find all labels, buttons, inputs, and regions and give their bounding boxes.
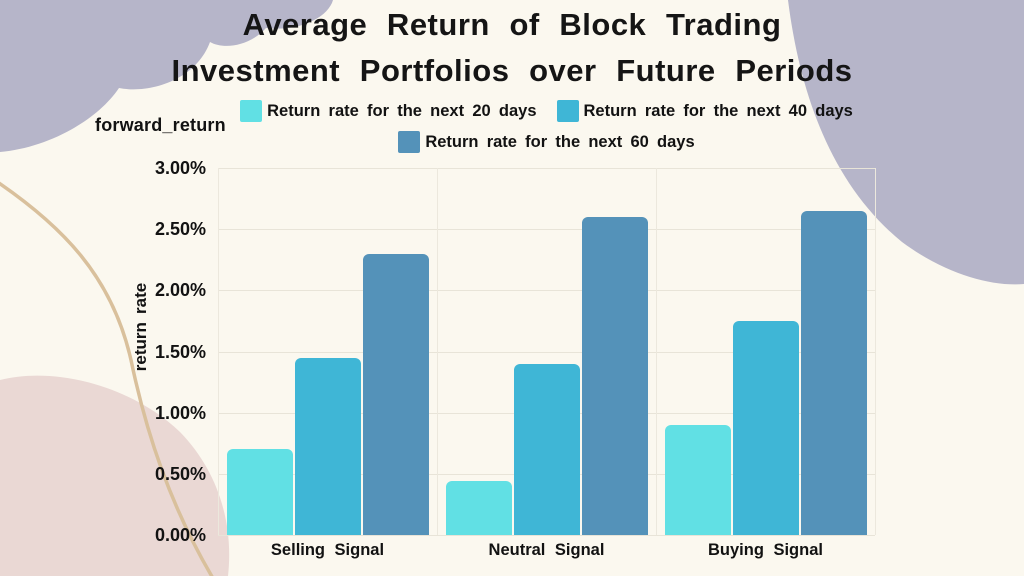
- bar: [446, 481, 512, 535]
- legend-label: Return rate for the next 60 days: [425, 132, 695, 151]
- legend-label: Return rate for the next 40 days: [583, 101, 853, 120]
- x-axis-labels: Selling Signal Neutral Signal Buying Signa…: [218, 541, 875, 560]
- bar: [801, 211, 867, 535]
- gridline-vertical: [218, 168, 219, 535]
- x-category-label: Selling Signal: [270, 541, 385, 559]
- legend: Return rate for the next 20 days Return r…: [218, 100, 875, 162]
- y-tick-label: 3.00%: [154, 158, 206, 178]
- gridline-vertical: [875, 168, 876, 535]
- legend-swatch-icon: [398, 131, 421, 153]
- bar: [295, 358, 361, 535]
- legend-row: Return rate for the next 60 days: [218, 131, 875, 153]
- chart-title-line1: Average Return of Block Trading: [242, 7, 782, 42]
- bar: [733, 321, 799, 535]
- bar: [582, 217, 648, 535]
- gridline-vertical: [656, 168, 657, 535]
- y-tick-label: 2.50%: [154, 219, 206, 239]
- bar: [227, 449, 293, 535]
- legend-label: Return rate for the next 20 days: [267, 101, 537, 120]
- legend-item: Return rate for the next 60 days: [398, 131, 695, 153]
- legend-swatch-icon: [556, 100, 579, 122]
- gridline-horizontal: [218, 229, 875, 230]
- legend-item: Return rate for the next 20 days: [240, 100, 537, 122]
- tan-curve-line: [0, 181, 214, 576]
- y-tick-label: 2.00%: [154, 280, 206, 300]
- y-tick-label: 1.50%: [154, 342, 206, 362]
- gridline-horizontal: [218, 535, 875, 536]
- legend-item: Return rate for the next 40 days: [556, 100, 853, 122]
- y-tick-label: 0.50%: [154, 464, 206, 484]
- legend-swatch-icon: [240, 100, 263, 122]
- y-tick-label: 0.00%: [154, 525, 206, 545]
- gridline-vertical: [437, 168, 438, 535]
- x-category-label: Neutral Signal: [488, 541, 605, 559]
- bar: [665, 425, 731, 535]
- y-tick-label: 1.00%: [154, 403, 206, 423]
- forward-return-label: forward_return: [95, 115, 226, 135]
- gridline-horizontal: [218, 290, 875, 291]
- chart-title: Average Return of Block Trading Investme…: [0, 2, 1024, 94]
- x-category-label: Buying Signal: [708, 541, 823, 559]
- gridline-horizontal: [218, 352, 875, 353]
- gridline-horizontal: [218, 168, 875, 169]
- bar: [363, 254, 429, 535]
- chart-title-line2: Investment Portfolios over Future Period…: [171, 53, 853, 88]
- legend-row: Return rate for the next 20 days Return r…: [218, 100, 875, 122]
- plot-area: [218, 168, 876, 536]
- bar: [514, 364, 580, 535]
